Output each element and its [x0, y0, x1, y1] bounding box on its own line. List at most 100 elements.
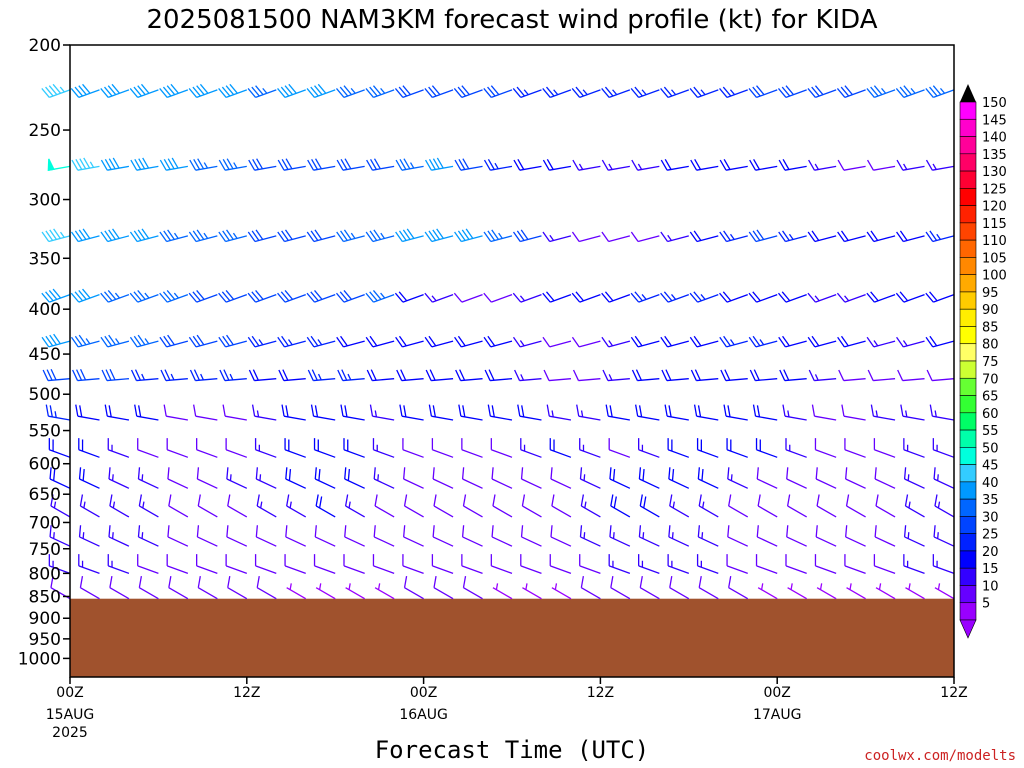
colorbar-label: 95: [982, 286, 999, 301]
wind-barb: [895, 85, 925, 99]
wind-barb: [866, 291, 896, 303]
y-tick-label: 1000: [18, 649, 61, 669]
wind-barb: [49, 467, 71, 489]
colorbar-label: 5: [982, 597, 990, 612]
colorbar-swatch: [959, 274, 977, 293]
wind-barb: [254, 438, 277, 458]
wind-barb: [866, 159, 896, 171]
wind-barb: [137, 554, 159, 574]
wind-barb: [690, 159, 719, 171]
wind-barb: [45, 404, 71, 421]
wind-barb: [542, 336, 572, 348]
colorbar-swatch: [959, 326, 977, 345]
wind-barb: [277, 83, 306, 99]
wind-barb: [601, 291, 631, 303]
wind-barb: [50, 494, 71, 518]
wind-barb: [196, 525, 218, 547]
wind-barb: [756, 467, 778, 489]
wind-barb: [875, 494, 896, 518]
wind-barb: [816, 583, 837, 600]
x-tick-date: 15AUG: [46, 707, 95, 723]
colorbar-label: 125: [982, 182, 1007, 197]
wind-barb: [571, 291, 601, 303]
wind-barb: [79, 494, 100, 518]
wind-barb: [343, 438, 365, 458]
wind-barb: [689, 86, 719, 99]
wind-barb: [571, 86, 601, 99]
colorbar-label: 105: [982, 251, 1007, 266]
wind-barb: [256, 494, 277, 518]
wind-barb: [925, 159, 955, 171]
wind-barb: [277, 335, 306, 348]
wind-barb: [777, 291, 807, 303]
wind-barb: [197, 494, 218, 518]
wind-barb: [631, 369, 660, 382]
wind-barb: [610, 576, 631, 600]
colorbar-swatch: [959, 308, 977, 327]
wind-barb: [197, 576, 218, 600]
wind-barb: [394, 291, 424, 303]
wind-barb: [366, 158, 395, 171]
wind-barb: [461, 554, 483, 574]
wind-barb: [904, 494, 925, 518]
wind-barb: [689, 335, 719, 348]
wind-barb: [337, 369, 365, 382]
colorbar-swatch: [959, 257, 977, 275]
wind-barb: [129, 228, 159, 243]
wind-barb: [454, 335, 483, 348]
wind-barb: [107, 554, 130, 574]
wind-barb: [42, 369, 71, 382]
wind-barb: [432, 467, 454, 489]
wind-barb: [100, 228, 130, 243]
y-tick-label: 400: [29, 300, 61, 320]
wind-barb: [542, 159, 572, 171]
wind-barb: [41, 288, 71, 303]
y-tick-label: 250: [29, 121, 61, 141]
wind-barb: [374, 494, 395, 518]
wind-barb: [159, 83, 189, 99]
wind-barb: [491, 467, 513, 489]
colorbar-swatch: [959, 395, 977, 414]
wind-barb: [517, 404, 542, 421]
wind-barb: [108, 467, 130, 489]
wind-barb: [520, 438, 542, 458]
wind-barb: [218, 334, 247, 348]
wind-barb: [256, 576, 277, 600]
wind-barb: [247, 229, 277, 243]
wind-barb: [396, 369, 424, 382]
wind-barb: [399, 404, 424, 421]
wind-barb: [490, 554, 513, 574]
wind-barb: [285, 525, 307, 547]
wind-barb: [896, 336, 925, 348]
wind-barb: [336, 335, 365, 348]
wind-barb: [100, 157, 130, 171]
wind-barb: [782, 404, 807, 421]
wind-barb: [395, 228, 424, 243]
wind-barb: [431, 438, 454, 458]
wind-barb: [109, 576, 130, 600]
wind-barb: [196, 554, 218, 574]
wind-barb: [226, 467, 248, 489]
colorbar-label: 25: [982, 528, 999, 543]
wind-barb: [343, 554, 365, 574]
wind-barb: [345, 583, 365, 600]
wind-barb: [48, 554, 71, 574]
colorbar-swatch: [959, 153, 977, 172]
wind-barb: [219, 369, 247, 382]
wind-barb: [808, 369, 837, 382]
plot-frame: [69, 44, 955, 678]
wind-barb: [631, 159, 660, 171]
wind-barb: [335, 85, 365, 99]
wind-barb: [108, 525, 130, 547]
colorbar-arrow-bottom: [959, 619, 977, 639]
wind-barb: [100, 290, 130, 303]
wind-barb: [313, 438, 336, 458]
wind-barb: [726, 438, 748, 458]
wind-barb: [166, 554, 189, 574]
wind-barb: [720, 369, 748, 382]
wind-barb: [778, 159, 807, 171]
wind-barb: [925, 230, 955, 243]
wind-barb: [719, 159, 748, 171]
wind-barb: [247, 290, 277, 303]
colorbar-label: 10: [982, 579, 999, 594]
